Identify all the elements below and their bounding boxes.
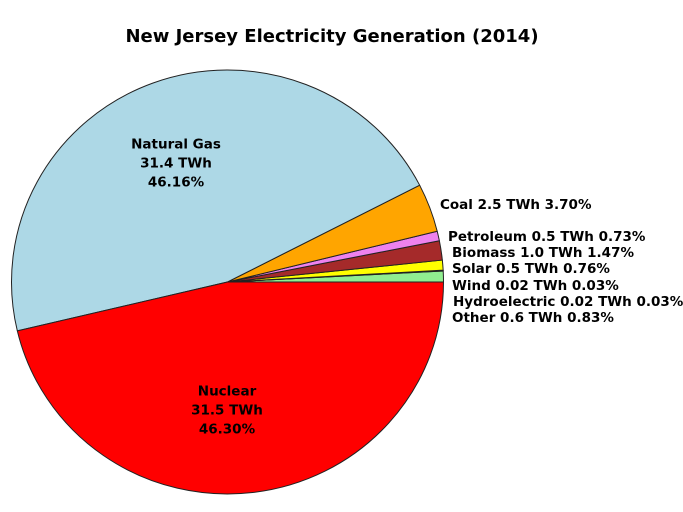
pie-slice-natural-gas	[11, 69, 421, 332]
chart-title: New Jersey Electricity Generation (2014)	[125, 26, 539, 47]
pie-slice-nuclear	[16, 281, 444, 495]
